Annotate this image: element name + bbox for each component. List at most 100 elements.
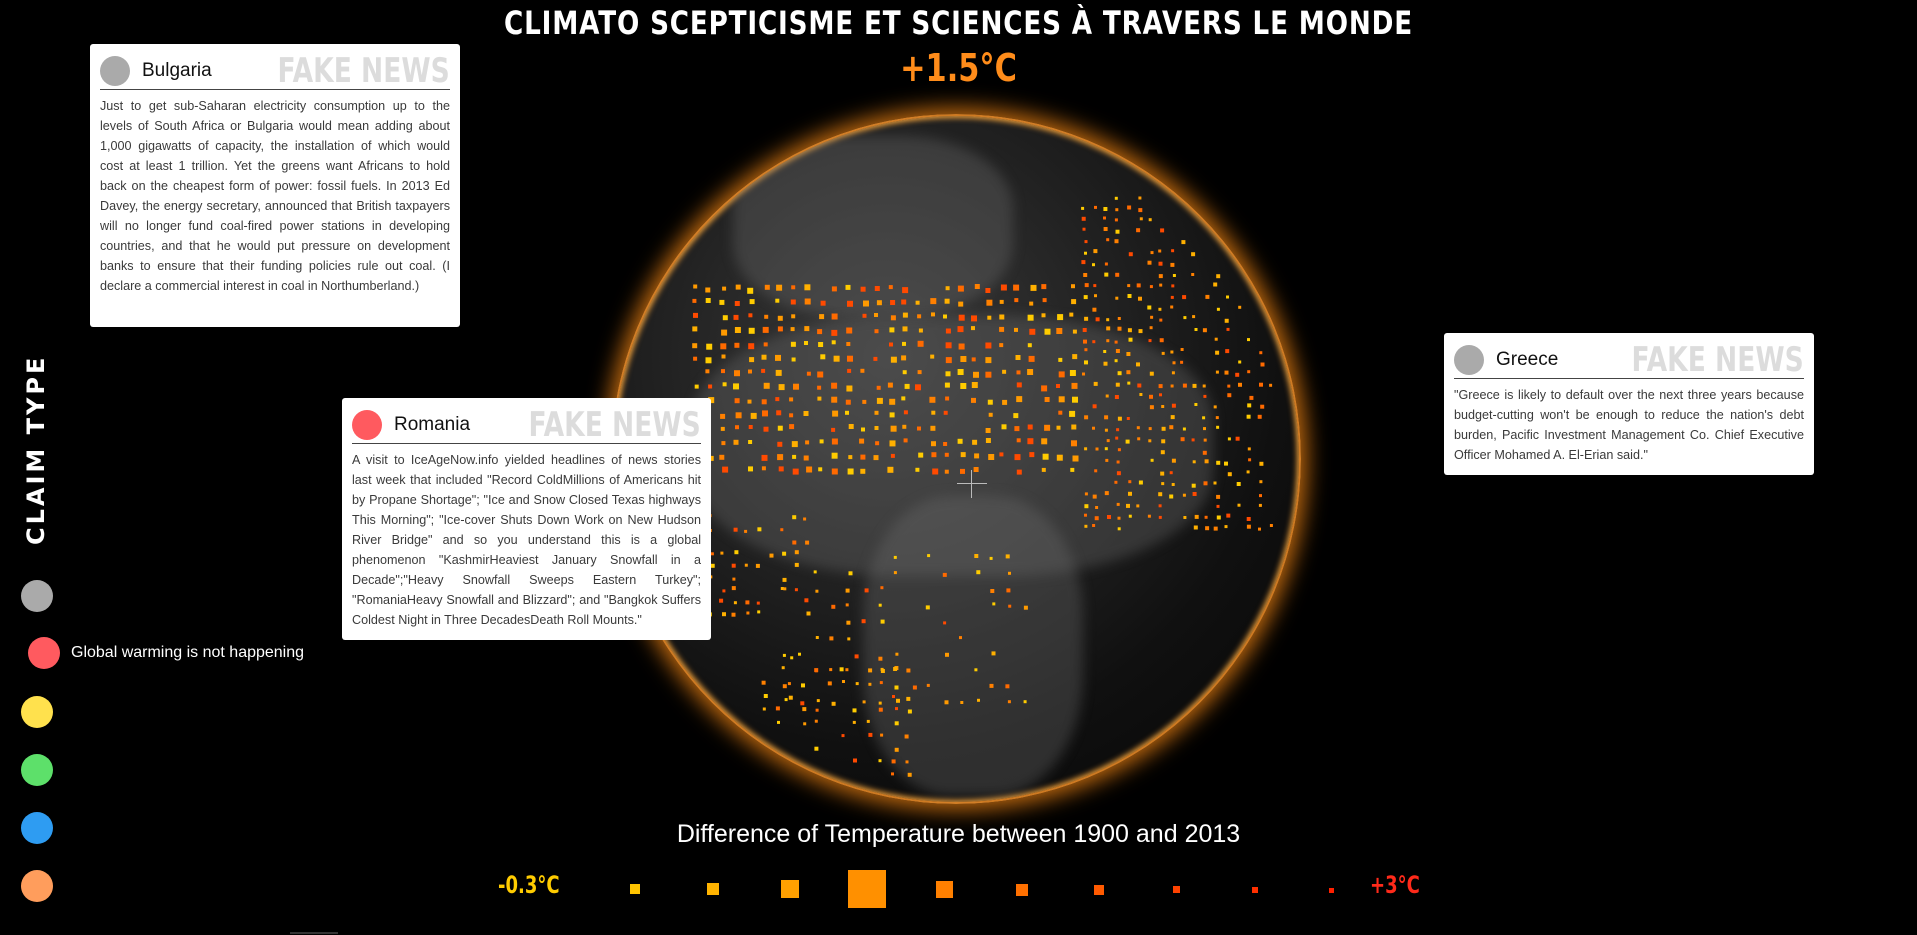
- temperature-dot: [931, 441, 936, 447]
- temperature-dot: [1008, 571, 1011, 575]
- temperature-dot: [776, 284, 783, 291]
- temperature-dot: [1147, 260, 1152, 265]
- claim-type-dot-green[interactable]: [21, 754, 53, 786]
- temperature-dot: [1137, 383, 1142, 388]
- temperature-dot: [1227, 437, 1231, 441]
- temperature-dot: [1227, 384, 1231, 388]
- temperature-dot: [1192, 315, 1196, 319]
- temperature-dot: [1007, 700, 1011, 704]
- temperature-dot: [814, 719, 818, 723]
- temperature-dot: [1213, 405, 1217, 409]
- temperature-dot: [1224, 318, 1229, 323]
- temperature-dot: [1138, 296, 1142, 301]
- temperature-dot: [1183, 516, 1187, 519]
- temperature-dot: [1191, 438, 1195, 442]
- temperature-dot: [1160, 228, 1165, 233]
- temperature-dot: [1094, 294, 1097, 298]
- temperature-dot: [1258, 527, 1261, 531]
- temperature-dot: [1171, 284, 1175, 288]
- temperature-dot: [1116, 460, 1120, 464]
- temperature-dot: [999, 343, 1004, 348]
- temperature-dot: [1204, 459, 1209, 464]
- claim-type-dot-red[interactable]: [28, 637, 60, 669]
- temperature-dot: [1226, 513, 1231, 518]
- page-title: CLIMATO SCEPTICISME ET SCIENCES À TRAVER…: [504, 4, 1413, 42]
- temperature-dot: [1092, 307, 1097, 312]
- temperature-dot: [1160, 471, 1165, 476]
- temperature-dot: [756, 601, 760, 605]
- temperature-dot: [815, 636, 819, 639]
- legend-step-current[interactable]: [848, 870, 886, 908]
- temperature-dot: [1161, 482, 1165, 486]
- temperature-dot: [776, 410, 782, 416]
- card-header: Greece FAKE NEWS: [1454, 341, 1804, 379]
- temperature-dot: [1041, 467, 1046, 472]
- temperature-dot: [1170, 384, 1174, 388]
- temperature-dot: [1071, 299, 1077, 305]
- temperature-dot: [831, 438, 838, 445]
- temperature-dot: [907, 772, 912, 777]
- claim-type-dot-yellow[interactable]: [21, 696, 53, 728]
- temperature-dot: [819, 314, 825, 320]
- temperature-dot: [1128, 514, 1132, 518]
- temperature-dot: [1260, 404, 1265, 409]
- temperature-dot: [831, 604, 836, 609]
- temperature-dot: [880, 669, 885, 673]
- temperature-dot: [878, 707, 883, 712]
- temperature-dot: [1192, 492, 1197, 496]
- temperature-dot: [763, 342, 768, 347]
- temperature-dot: [775, 397, 780, 402]
- claim-type-dot-orange[interactable]: [21, 870, 53, 902]
- temperature-dot: [1072, 354, 1078, 360]
- globe[interactable]: [596, 99, 1316, 819]
- temperature-dot: [945, 286, 950, 291]
- temperature-dot: [777, 454, 784, 461]
- temperature-dot: [764, 314, 769, 319]
- temperature-dot: [1056, 454, 1063, 461]
- temperature-dot: [1226, 327, 1230, 331]
- temperature-dot: [1002, 399, 1008, 405]
- temperature-dot: [777, 315, 783, 321]
- temperature-dot: [973, 371, 979, 378]
- temperature-dot: [708, 455, 714, 461]
- claim-card-bulgaria[interactable]: Bulgaria FAKE NEWS Just to get sub-Sahar…: [90, 44, 460, 327]
- temperature-dot: [1081, 206, 1085, 210]
- card-claim-text: "Greece is likely to default over the ne…: [1454, 388, 1804, 462]
- temperature-dot: [957, 438, 963, 444]
- temperature-dot: [917, 370, 922, 375]
- fake-news-stamp: FAKE NEWS: [277, 51, 450, 91]
- temperature-dot: [722, 589, 726, 593]
- claim-type-dot-grey[interactable]: [21, 580, 53, 612]
- card-country: Romania: [394, 413, 471, 435]
- claim-card-romania[interactable]: Romania FAKE NEWS A visit to IceAgeNow.i…: [342, 398, 711, 640]
- temperature-dot: [750, 412, 757, 419]
- temperature-dot: [1236, 482, 1241, 486]
- temperature-dot: [866, 719, 870, 723]
- card-claim-text: Just to get sub-Saharan electricity cons…: [100, 99, 450, 293]
- temperature-dot: [1005, 554, 1010, 559]
- temperature-dot: [744, 529, 748, 533]
- globe-sphere[interactable]: [611, 114, 1301, 804]
- temperature-dot: [815, 589, 819, 593]
- temperature-dot: [761, 680, 766, 685]
- temperature-dot: [720, 413, 726, 419]
- temperature-dot: [748, 425, 753, 429]
- temperature-dot: [971, 357, 976, 362]
- temperature-dot: [918, 328, 923, 333]
- temperature-dot: [1149, 405, 1154, 410]
- temperature-dot: [905, 760, 909, 764]
- temperature-dot: [1115, 382, 1120, 387]
- temperature-dot: [1103, 350, 1107, 353]
- temperature-dot: [1203, 394, 1207, 398]
- claim-type-dot-blue[interactable]: [21, 812, 53, 844]
- temperature-dot: [987, 399, 993, 405]
- temperature-dot: [1172, 361, 1176, 365]
- temperature-dot: [985, 428, 991, 433]
- temperature-dot: [901, 396, 906, 401]
- temperature-dot: [782, 653, 786, 657]
- claim-card-greece[interactable]: Greece FAKE NEWS "Greece is likely to de…: [1444, 333, 1814, 475]
- temperature-dot: [792, 515, 797, 520]
- temperature-dot: [992, 602, 996, 606]
- temperature-dot: [1069, 370, 1076, 376]
- temperature-dot: [1169, 425, 1174, 430]
